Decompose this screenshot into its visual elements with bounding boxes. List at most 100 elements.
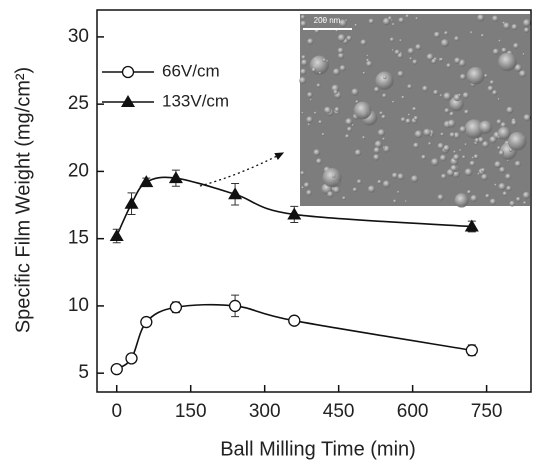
grain: [307, 38, 314, 45]
grain: [499, 166, 506, 174]
grain: [319, 16, 323, 20]
grain: [446, 63, 452, 68]
point: [288, 314, 301, 327]
grain: [492, 90, 498, 96]
grain: [433, 89, 439, 96]
grain: [449, 111, 455, 117]
grain: [505, 173, 512, 180]
point: [140, 315, 153, 329]
grain: [489, 198, 497, 205]
grain: [323, 18, 327, 22]
grain: [397, 53, 403, 59]
grain: [327, 191, 334, 198]
grain: [474, 138, 480, 143]
grain: [426, 53, 434, 61]
grain: [338, 52, 345, 59]
grain: [506, 159, 509, 162]
grain: [405, 14, 410, 19]
grain: [326, 59, 329, 63]
grain: [482, 141, 489, 148]
grain: [393, 199, 397, 203]
x-tick-label: 300: [249, 401, 281, 422]
grain: [498, 52, 517, 72]
grain: [522, 191, 531, 200]
grain: [523, 27, 530, 33]
grain: [523, 201, 527, 205]
grain: [440, 39, 449, 48]
y-tick-label: 30: [68, 26, 89, 47]
grain: [307, 123, 311, 126]
x-tick-label: 150: [175, 401, 207, 422]
grain: [353, 101, 372, 120]
grain: [506, 185, 512, 192]
point: [228, 187, 243, 200]
point: [465, 344, 478, 357]
grain: [311, 67, 317, 73]
grain: [301, 186, 305, 189]
grain: [355, 100, 359, 104]
grain: [464, 143, 467, 146]
grain: [447, 119, 456, 128]
point: [228, 299, 242, 313]
grain: [492, 48, 500, 55]
grain: [428, 142, 432, 146]
grain: [449, 132, 456, 138]
grain: [494, 183, 497, 187]
grain: [382, 137, 386, 141]
grain: [374, 140, 383, 149]
grain: [501, 47, 507, 53]
point: [168, 171, 183, 184]
grain: [300, 14, 306, 20]
sem-inset: [299, 14, 531, 208]
grain: [514, 160, 521, 168]
grain: [497, 146, 501, 150]
grain: [462, 155, 466, 159]
grain: [522, 53, 525, 56]
grain: [391, 49, 394, 52]
grain: [399, 39, 402, 42]
scale-label: 200 nm: [314, 16, 341, 25]
grain: [354, 23, 358, 27]
grain: [352, 187, 358, 192]
point: [464, 219, 479, 232]
fit-line: [116, 303, 472, 370]
grain: [324, 106, 332, 114]
grain: [360, 39, 367, 46]
grain: [444, 31, 449, 36]
y-tick-label: 25: [68, 93, 89, 114]
grain: [401, 95, 405, 99]
grain: [458, 93, 461, 97]
grain: [335, 29, 338, 32]
grain: [507, 132, 527, 151]
point: [125, 352, 138, 365]
grain: [519, 70, 527, 78]
grain: [383, 75, 387, 80]
grain: [433, 31, 441, 38]
grain: [471, 156, 474, 159]
grain: [397, 70, 404, 78]
grain: [356, 179, 362, 185]
grain: [375, 71, 394, 90]
grain: [440, 132, 444, 137]
grain: [300, 20, 307, 27]
grain: [382, 146, 386, 149]
grain: [506, 106, 514, 114]
grain: [366, 54, 369, 57]
grain: [414, 130, 423, 139]
grain: [362, 71, 366, 75]
grain: [467, 189, 472, 195]
x-tick-label: 600: [397, 401, 429, 422]
grain: [415, 17, 419, 20]
legend-marker: [121, 65, 135, 79]
grain: [454, 36, 460, 42]
point: [110, 362, 123, 376]
grain: [373, 147, 381, 154]
grain: [454, 57, 461, 64]
grain: [513, 42, 519, 49]
grain: [489, 136, 497, 144]
grain: [313, 111, 317, 115]
grain: [316, 158, 322, 165]
grain: [477, 172, 480, 176]
grain: [366, 60, 373, 67]
